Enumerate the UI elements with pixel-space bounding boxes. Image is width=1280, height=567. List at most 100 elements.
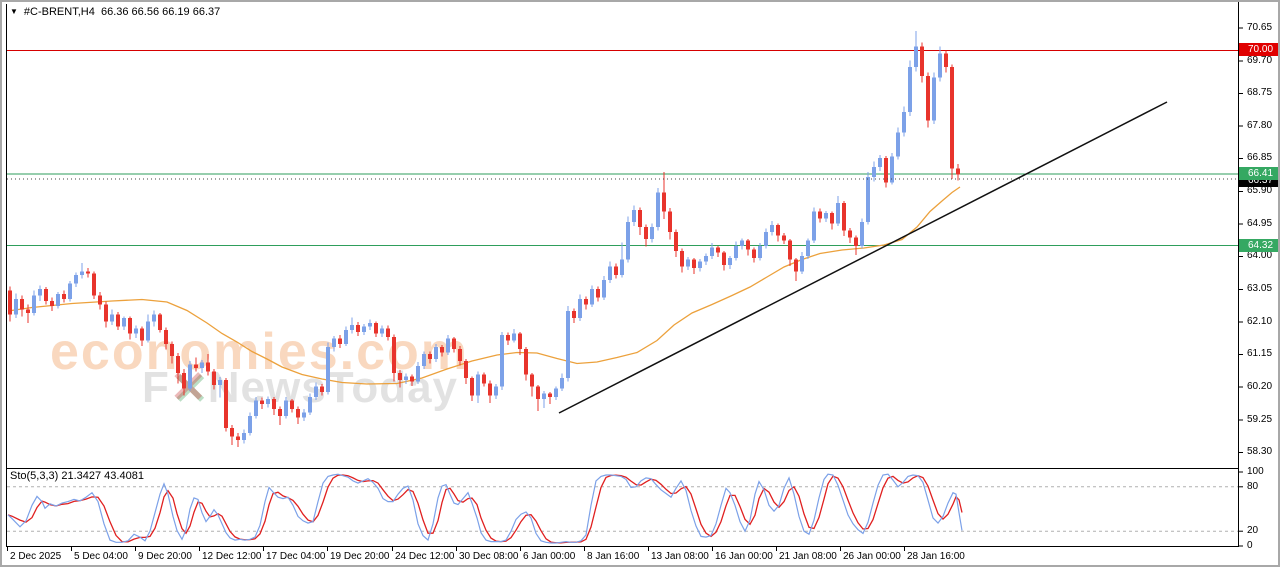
price-axis-label: 67.80: [1247, 119, 1273, 131]
candle-up: [728, 258, 732, 265]
candle-up: [500, 335, 504, 387]
candle-up: [344, 330, 348, 344]
candle-up: [836, 203, 840, 224]
candle-down: [722, 252, 726, 265]
candle-down: [614, 266, 618, 275]
candle-wick: [549, 392, 551, 404]
candle-down: [842, 203, 846, 231]
price-axis-label: 63.05: [1247, 283, 1273, 294]
price-axis-label: 68.75: [1247, 87, 1273, 98]
time-axis-label: 12 Dec 12:00: [202, 551, 262, 562]
chart-header: ▼ #C-BRENT,H4 66.36 66.56 66.19 66.37: [10, 6, 220, 18]
candle-up: [812, 211, 816, 241]
time-axis-label: 17 Dec 04:00: [266, 551, 326, 562]
candle-up: [632, 210, 636, 222]
candle-up: [404, 376, 408, 380]
candle-up: [266, 399, 270, 404]
candle-down: [260, 400, 264, 404]
candle-down: [206, 362, 210, 372]
support2-price-label: 64.32: [1239, 239, 1278, 252]
candle-down: [596, 289, 600, 298]
candle-up: [14, 299, 18, 315]
candle-up: [866, 177, 870, 222]
candle-down: [440, 347, 444, 353]
price-axis-label: 64.00: [1247, 250, 1273, 261]
price-axis-label: 65.90: [1247, 185, 1273, 196]
candle-up: [824, 213, 828, 219]
candle-wick: [543, 391, 545, 408]
candle-down: [518, 333, 522, 349]
candle-up: [122, 318, 126, 327]
candle-down: [158, 314, 162, 330]
candle-up: [332, 338, 336, 347]
candle-down: [674, 232, 678, 251]
stoch-axis-label: 100: [1247, 466, 1264, 477]
candle-down: [320, 386, 324, 392]
candle-up: [626, 222, 630, 260]
candle-down: [752, 249, 756, 258]
candle-down: [272, 399, 276, 409]
chevron-down-icon[interactable]: ▼: [10, 7, 18, 16]
candle-up: [200, 362, 204, 368]
candle-down: [98, 295, 102, 305]
candle-down: [230, 428, 234, 437]
candle-up: [908, 67, 912, 112]
candle-down: [428, 354, 432, 359]
candle-up: [764, 232, 768, 246]
candle-down: [818, 211, 822, 219]
candle-down: [116, 314, 120, 327]
candle-down: [548, 393, 552, 397]
candle-up: [248, 416, 252, 433]
price-axis-label: 58.30: [1247, 446, 1273, 457]
candle-up: [602, 280, 606, 298]
candle-up: [110, 314, 114, 322]
candle-up: [938, 53, 942, 78]
candle-up: [932, 77, 936, 121]
candle-up: [710, 247, 714, 256]
candle-down: [374, 323, 378, 334]
price-axis-label: 60.20: [1247, 380, 1273, 392]
candle-down: [212, 371, 216, 385]
candle-up: [650, 227, 654, 239]
candle-up: [302, 412, 306, 418]
price-axis-label: 66.85: [1247, 152, 1273, 163]
candle-down: [164, 330, 168, 344]
candle-down: [128, 318, 132, 334]
candle-up: [362, 326, 366, 332]
candle-down: [176, 356, 180, 373]
candle-down: [50, 301, 54, 306]
candle-wick: [27, 304, 29, 323]
candle-down: [92, 273, 96, 296]
candle-up: [698, 261, 702, 268]
candle-up: [902, 112, 906, 133]
candle-down: [572, 311, 576, 318]
candle-up: [350, 325, 354, 330]
time-axis-label: 28 Jan 16:00: [907, 551, 965, 562]
candle-up: [326, 347, 330, 392]
candle-up: [416, 366, 420, 382]
stoch-signal-line: [7, 474, 963, 544]
candle-down: [338, 338, 342, 344]
candle-down: [776, 225, 780, 236]
candle-down: [170, 344, 174, 356]
candle-up: [38, 289, 42, 296]
candle-up: [380, 328, 384, 334]
candle-down: [638, 210, 642, 227]
candle-down: [224, 380, 228, 428]
candle-down: [788, 240, 792, 260]
candle-up: [152, 314, 156, 322]
candle-up: [146, 321, 150, 341]
candle-down: [86, 271, 90, 274]
candle-up: [134, 328, 138, 334]
candle-down: [194, 364, 198, 368]
time-axis-label: 2 Dec 2025: [10, 551, 62, 562]
time-axis-label: 5 Dec 04:00: [74, 551, 128, 562]
candle-down: [884, 158, 888, 183]
candle-down: [506, 335, 510, 341]
price-axis-label: 69.70: [1247, 54, 1273, 66]
candle-down: [62, 294, 66, 299]
candle-up: [890, 156, 894, 183]
candle-wick: [81, 263, 83, 279]
